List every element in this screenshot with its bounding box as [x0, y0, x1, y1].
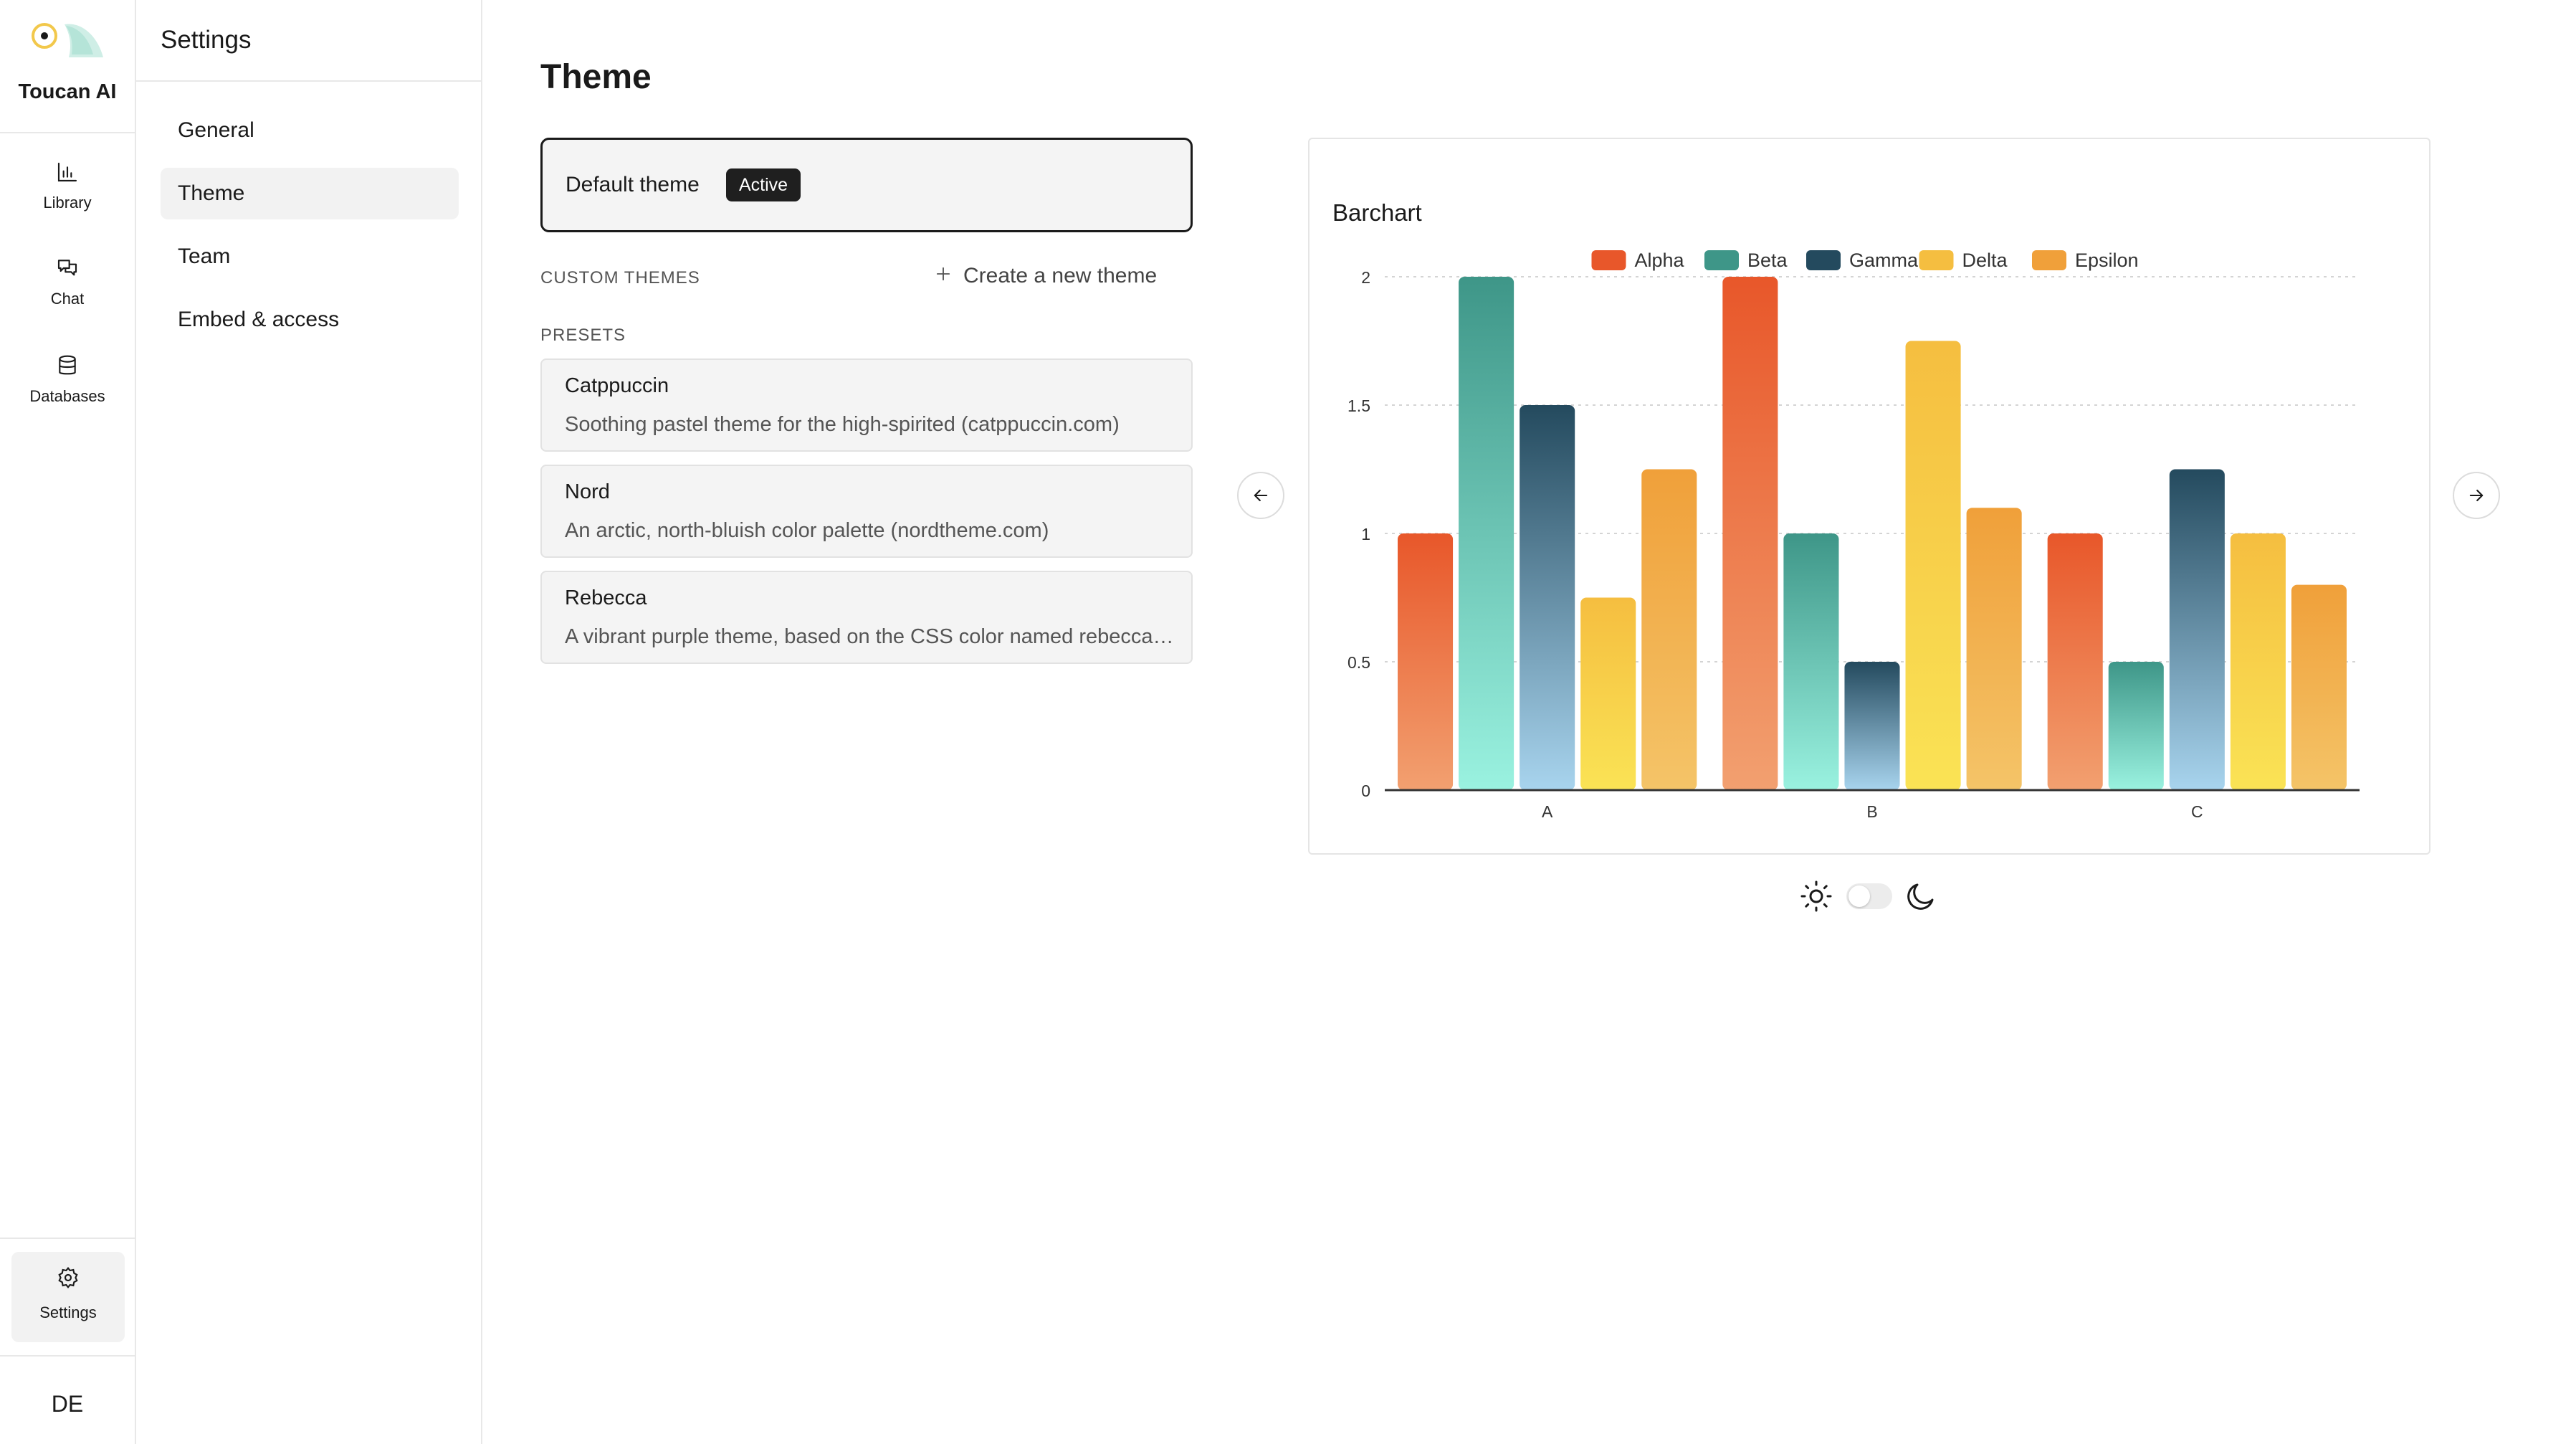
y-tick-label: 1	[1361, 525, 1370, 543]
legend-swatch	[2032, 250, 2066, 270]
bar	[1905, 341, 1961, 790]
arrow-left-icon	[1254, 489, 1268, 502]
default-theme-name: Default theme	[566, 173, 700, 196]
legend-label: Alpha	[1635, 250, 1685, 271]
legend-label: Beta	[1747, 250, 1788, 271]
preset-description: Soothing pastel theme for the high-spiri…	[565, 413, 1120, 436]
settings-panel-divider	[136, 80, 481, 82]
preset-description: A vibrant purple theme, based on the CSS…	[565, 625, 1174, 648]
toucan-logo-icon	[32, 23, 103, 57]
bar	[2108, 662, 2164, 790]
legend-swatch	[1919, 250, 1954, 270]
preset-name: Nord	[565, 480, 610, 503]
create-theme-label: Create a new theme	[963, 264, 1158, 288]
rail-item-chat[interactable]: Chat	[0, 257, 135, 336]
bar	[2047, 533, 2103, 790]
settings-nav-embed-access[interactable]: Embed & access	[178, 308, 340, 331]
page-title: Theme	[540, 58, 652, 96]
gear-icon	[58, 1266, 78, 1289]
legend-swatch	[1591, 250, 1626, 270]
plus-icon	[936, 267, 950, 281]
settings-panel: Settings General Theme Team Embed & acce…	[136, 0, 482, 1444]
legend-label: Gamma	[1849, 250, 1919, 271]
next-chart-button[interactable]	[2453, 472, 2500, 519]
arrow-right-icon	[2469, 489, 2484, 502]
active-badge: Active	[726, 168, 801, 201]
bar	[1459, 277, 1514, 790]
sun-icon[interactable]	[1799, 879, 1833, 913]
y-tick-label: 2	[1361, 268, 1370, 287]
default-theme-card[interactable]: Default theme Active	[540, 138, 1193, 232]
preset-description: An arctic, north-bluish color palette (n…	[565, 519, 1049, 542]
create-theme-button[interactable]: Create a new theme	[933, 261, 1184, 295]
rail-divider	[0, 1238, 135, 1239]
y-tick-label: 0.5	[1347, 653, 1370, 672]
rail-item-label: Library	[43, 194, 92, 212]
settings-panel-title: Settings	[161, 26, 252, 54]
preset-card-catppuccin[interactable]: Catppuccin Soothing pastel theme for the…	[540, 358, 1193, 452]
bar	[1641, 469, 1697, 790]
settings-nav-team[interactable]: Team	[178, 244, 231, 268]
legend-swatch	[1806, 250, 1841, 270]
chart-title: Barchart	[1332, 199, 1422, 226]
y-tick-label: 0	[1361, 782, 1370, 800]
rail-item-label: Chat	[50, 290, 85, 308]
color-mode-toggle	[1799, 876, 1942, 916]
bar	[2230, 533, 2286, 790]
bar	[2291, 584, 2347, 790]
legend-label: Delta	[1962, 250, 2008, 271]
presets-heading: PRESETS	[540, 326, 626, 345]
rail-item-library[interactable]: Library	[0, 161, 135, 239]
previous-chart-button[interactable]	[1237, 472, 1284, 519]
moon-icon[interactable]	[1904, 879, 1938, 913]
rail-item-label: Databases	[29, 387, 105, 405]
preset-card-nord[interactable]: Nord An arctic, north-bluish color palet…	[540, 465, 1193, 558]
dark-mode-switch[interactable]	[1846, 883, 1892, 909]
rail-item-label: Settings	[39, 1303, 97, 1321]
preset-card-rebecca[interactable]: Rebecca A vibrant purple theme, based on…	[540, 571, 1193, 664]
brand-name: Toucan AI	[18, 80, 117, 103]
bar	[2169, 469, 2225, 790]
settings-nav-general[interactable]: General	[178, 118, 254, 142]
bar-chart-icon	[57, 162, 77, 182]
bar	[1844, 662, 1900, 790]
settings-nav-theme[interactable]: Theme	[161, 168, 459, 219]
legend-label: Epsilon	[2075, 250, 2139, 271]
preset-name: Rebecca	[565, 586, 647, 609]
y-tick-label: 1.5	[1347, 396, 1370, 415]
bar	[1966, 508, 2022, 790]
chat-bubbles-icon	[57, 260, 77, 276]
rail-divider	[0, 1355, 135, 1357]
rail-item-settings[interactable]: Settings	[11, 1252, 125, 1342]
custom-themes-heading: CUSTOM THEMES	[540, 268, 700, 288]
switch-knob	[1848, 885, 1870, 907]
chart-preview-card: Barchart Alpha Beta Gamma Delta Epsilon 0 0.5 1 1…	[1308, 138, 2430, 855]
x-tick-label: C	[2191, 802, 2203, 821]
bar	[1783, 533, 1839, 790]
legend-swatch	[1704, 250, 1739, 270]
x-tick-label: A	[1542, 802, 1553, 821]
bar	[1722, 277, 1778, 790]
avatar[interactable]: DE	[51, 1391, 84, 1417]
app-rail: Toucan AI Library Chat Databases Setting…	[0, 0, 136, 1444]
x-tick-label: B	[1866, 802, 1877, 821]
database-icon	[59, 355, 76, 375]
brand: Toucan AI	[0, 0, 135, 133]
bar	[1398, 533, 1454, 790]
bar	[1580, 597, 1636, 790]
bar-chart: Barchart Alpha Beta Gamma Delta Epsilon 0 0.5 1 1…	[1332, 199, 2360, 821]
bar	[1520, 405, 1575, 790]
rail-item-databases[interactable]: Databases	[0, 354, 135, 433]
preset-name: Catppuccin	[565, 374, 669, 397]
